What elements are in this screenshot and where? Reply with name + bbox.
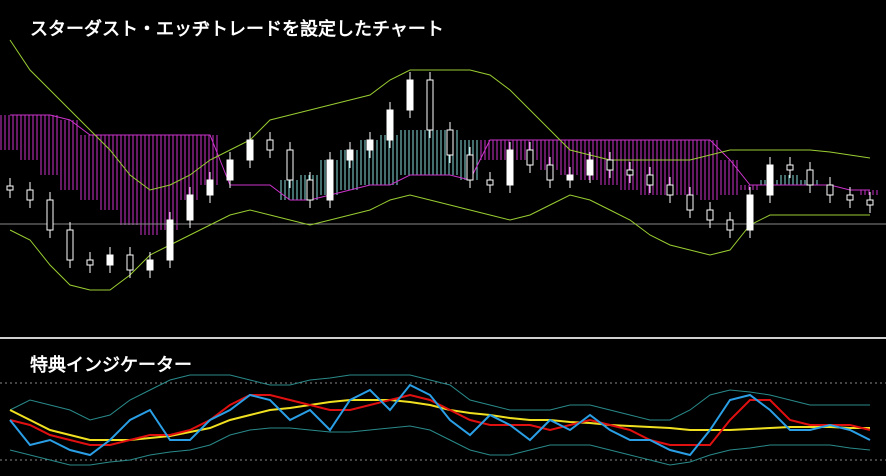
cloud [20, 115, 40, 160]
cloud [420, 130, 440, 175]
candle-body [566, 174, 574, 181]
candle-body [26, 189, 34, 201]
candle-body [146, 259, 154, 271]
candle-body [426, 79, 434, 131]
candle-body [866, 199, 874, 206]
indicator-title: 特典インジケーター [30, 354, 192, 376]
cloud [400, 130, 420, 175]
candle-body [366, 139, 374, 151]
cloud [560, 140, 580, 175]
cloud [700, 140, 720, 200]
cloud [160, 135, 180, 230]
candle-body [186, 194, 194, 221]
candle-body [786, 164, 794, 171]
cloud [60, 120, 80, 190]
upper-band [9, 39, 871, 191]
cloud [140, 135, 160, 235]
candle-body [6, 185, 14, 191]
candle-body [546, 164, 554, 181]
cloud [360, 140, 380, 185]
candle-body [266, 139, 274, 151]
candle-body [586, 159, 594, 176]
candle-body [86, 259, 94, 266]
cloud [780, 175, 800, 185]
candle-body [246, 139, 254, 161]
candle-body [306, 179, 314, 201]
indicator-line [9, 374, 870, 421]
candle-body [206, 179, 214, 196]
cloud [180, 135, 200, 200]
cloud [120, 135, 140, 225]
candle-body [506, 149, 514, 186]
candle-body [606, 159, 614, 171]
cloud [680, 140, 700, 195]
candle-body [486, 179, 494, 186]
cloud [340, 150, 360, 190]
cloud [0, 115, 20, 150]
candle-body [106, 254, 114, 266]
candle-body [386, 109, 394, 141]
chart-title: スターダスト・エッヂトレードを設定したチャート [30, 18, 444, 40]
indicator-panel [0, 374, 886, 466]
cloud [280, 180, 300, 200]
cloud [380, 135, 400, 185]
candle-body [846, 194, 854, 201]
candle-body [626, 169, 634, 176]
candle-body [406, 79, 414, 111]
candle-body [126, 254, 134, 271]
candle-body [666, 184, 674, 196]
indicator-line [9, 393, 871, 446]
candle-body [66, 229, 74, 261]
candle-body [766, 164, 774, 196]
candle-body [326, 159, 334, 201]
candle-body [746, 194, 754, 231]
cloud [480, 140, 500, 160]
span-a-line [10, 114, 870, 201]
candle-body [466, 154, 474, 181]
cloud [40, 115, 60, 175]
candle-body [726, 219, 734, 231]
price-panel [0, 39, 886, 291]
candle-body [826, 184, 834, 196]
candle-body [286, 149, 294, 181]
indicator-line [9, 425, 871, 466]
candle-body [806, 169, 814, 186]
candle-body [226, 159, 234, 181]
cloud [80, 135, 100, 200]
candle-body [46, 199, 54, 231]
candle-body [526, 149, 534, 166]
candle-body [166, 219, 174, 261]
cloud [660, 140, 680, 195]
candle-body [346, 149, 354, 161]
candle-body [686, 194, 694, 211]
indicator-line [9, 383, 871, 457]
candle-body [646, 174, 654, 186]
cloud [100, 135, 120, 210]
candle-body [446, 129, 454, 156]
cloud [540, 140, 560, 170]
cloud [720, 160, 740, 195]
lower-band [9, 194, 870, 291]
candle-body [706, 209, 714, 221]
